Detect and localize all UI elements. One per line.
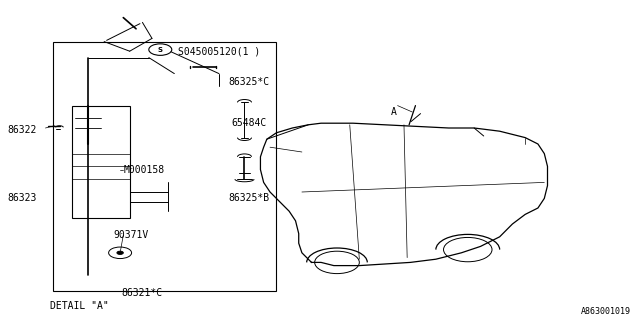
Text: 65484C: 65484C — [232, 118, 267, 128]
Text: A: A — [391, 107, 397, 117]
Text: 86325*B: 86325*B — [228, 193, 269, 204]
Bar — [72, 106, 130, 218]
Text: 86321*C: 86321*C — [122, 288, 163, 298]
Text: DETAIL "A": DETAIL "A" — [50, 300, 109, 311]
Text: A863001019: A863001019 — [580, 308, 630, 316]
Text: 86325*C: 86325*C — [228, 76, 269, 87]
Text: 86323: 86323 — [8, 193, 37, 204]
Circle shape — [117, 251, 124, 254]
Text: S: S — [158, 47, 163, 52]
Text: 90371V: 90371V — [114, 230, 149, 240]
Text: 86322: 86322 — [8, 124, 37, 135]
Text: S045005120(1 ): S045005120(1 ) — [177, 46, 260, 56]
Bar — [53, 42, 276, 291]
Text: M000158: M000158 — [124, 164, 164, 175]
